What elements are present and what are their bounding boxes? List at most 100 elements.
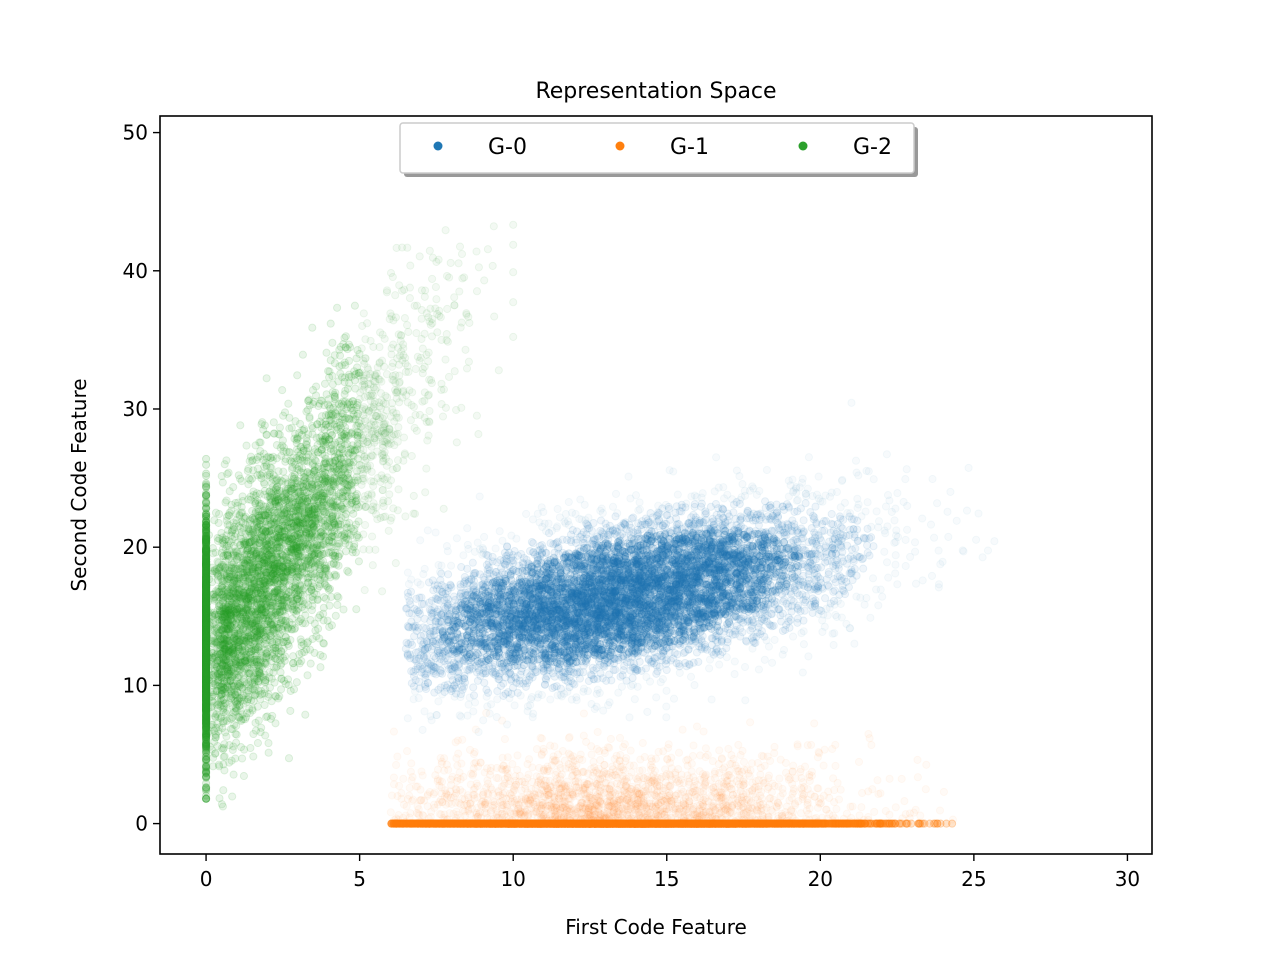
data-point-g0 (528, 515, 537, 524)
data-point-g0 (675, 630, 684, 639)
data-point-g0 (625, 713, 634, 722)
data-point-g0 (883, 522, 892, 531)
data-point-g0 (874, 523, 883, 532)
data-point-g0 (545, 606, 554, 615)
data-point-g0 (748, 644, 757, 653)
data-point-g0 (649, 544, 658, 553)
data-point-g0 (740, 571, 749, 581)
data-point-g0 (892, 526, 901, 535)
data-point-g0 (893, 489, 902, 498)
data-point-g0 (472, 591, 481, 600)
data-point-g0 (717, 592, 726, 601)
data-point-g0 (627, 546, 636, 555)
data-point-g0 (511, 650, 520, 659)
data-point-g0 (735, 552, 744, 561)
data-point-g0 (537, 503, 546, 512)
data-point-g0 (911, 579, 921, 588)
data-point-g0 (608, 502, 618, 511)
data-point-g0 (626, 494, 635, 503)
data-point-g0 (903, 525, 912, 534)
data-point-g0 (562, 641, 571, 650)
data-point-g0 (788, 475, 797, 484)
data-point-g0 (974, 509, 983, 518)
data-point-g0 (830, 629, 839, 638)
data-point-g0 (460, 678, 470, 687)
data-point-g0 (676, 601, 685, 610)
data-point-g0 (863, 541, 872, 550)
data-point-g0 (403, 714, 412, 723)
data-point-g0 (850, 639, 859, 648)
data-point-g0 (669, 467, 678, 476)
data-point-g0 (811, 530, 820, 539)
data-point-g0 (420, 669, 429, 678)
data-point-g0 (510, 701, 519, 710)
data-point-g0 (544, 529, 554, 538)
data-point-g0 (540, 618, 549, 627)
data-point-g0 (468, 664, 477, 673)
data-point-g0 (834, 533, 844, 542)
data-point-g0 (884, 573, 893, 582)
data-point-g0 (828, 629, 837, 638)
data-point-g0 (584, 579, 593, 588)
data-point-g0 (416, 580, 425, 589)
data-point-g0 (766, 563, 775, 572)
data-point-g0 (592, 689, 601, 698)
data-point-g0 (789, 486, 798, 495)
data-point-g0 (768, 658, 777, 667)
data-point-g0 (740, 662, 750, 672)
data-point-g0 (605, 698, 614, 707)
data-point-g0 (579, 684, 589, 693)
data-point-g0 (859, 564, 868, 573)
data-point-g0 (659, 521, 668, 530)
data-point-g0 (846, 624, 855, 633)
data-point-g0 (774, 554, 783, 563)
data-point-g0 (825, 537, 834, 546)
data-point-g0 (812, 570, 821, 579)
data-point-g0 (694, 551, 703, 560)
data-point-g0 (513, 643, 522, 652)
data-point-g0 (545, 602, 554, 611)
data-point-g0 (447, 561, 456, 570)
data-point-g0 (678, 534, 687, 543)
data-point-g0 (763, 512, 773, 521)
data-point-g0 (656, 607, 665, 616)
scatter-points (202, 220, 999, 828)
data-point-g0 (624, 472, 633, 481)
data-point-g0 (613, 509, 622, 518)
data-point-g0 (410, 632, 419, 641)
data-point-g0 (624, 546, 633, 556)
data-point-g0 (577, 530, 586, 539)
data-point-g0 (518, 599, 527, 608)
data-point-g0 (627, 638, 636, 647)
data-point-g0 (616, 645, 625, 654)
data-point-g0 (589, 592, 598, 601)
data-point-g0 (581, 571, 590, 580)
data-point-g0 (600, 630, 609, 639)
data-point-g0 (575, 674, 584, 683)
data-point-g0 (526, 695, 536, 704)
data-point-g0 (443, 547, 452, 556)
data-point-g0 (675, 597, 684, 606)
data-point-g0 (811, 602, 820, 611)
data-point-g0 (578, 564, 587, 573)
data-point-g0 (705, 655, 715, 664)
data-point-g0 (762, 636, 771, 645)
data-point-g0 (634, 506, 643, 515)
data-point-g0 (592, 600, 601, 609)
data-point-g0 (581, 599, 590, 608)
data-point-g0 (814, 472, 823, 481)
data-point-g0 (669, 694, 679, 703)
data-point-g0 (722, 551, 732, 561)
chart-title: Representation Space (535, 79, 776, 104)
data-point-g0 (737, 561, 746, 570)
data-point-g0 (505, 694, 514, 703)
data-point-g0 (641, 664, 650, 673)
data-point-g0 (804, 453, 813, 462)
data-point-g0 (438, 609, 447, 618)
data-point-g0 (649, 565, 658, 574)
data-point-g0 (662, 702, 671, 711)
data-point-g0 (415, 593, 424, 602)
data-point-g0 (570, 680, 579, 689)
data-point-g0 (743, 533, 752, 542)
